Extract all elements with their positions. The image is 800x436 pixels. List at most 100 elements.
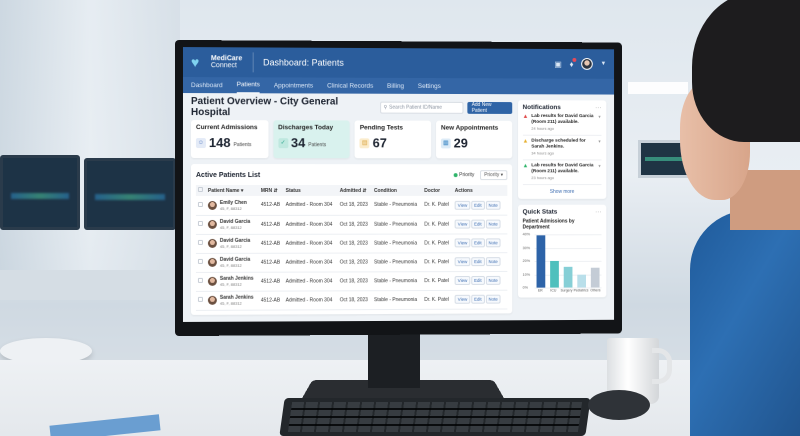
- table-row[interactable]: Sarah Jenkins 45, F, 88312 4512-AB Admit…: [195, 289, 508, 310]
- view-button[interactable]: View: [454, 219, 471, 229]
- col-mrn[interactable]: MRN ⇵: [258, 185, 284, 196]
- row-checkbox[interactable]: [197, 239, 203, 245]
- chevron-down-icon[interactable]: ▼: [597, 114, 602, 120]
- list-title: Active Patients List: [195, 171, 261, 179]
- notification-item[interactable]: ▲ Discharge scheduled for Sarah Jenkins.…: [522, 135, 602, 161]
- col-patient-name[interactable]: Patient Name ▾: [205, 185, 259, 196]
- background-monitor: [0, 155, 80, 230]
- notification-item[interactable]: ▲ Lab results for David Garcia (Room 211…: [522, 160, 602, 186]
- stool: [0, 338, 92, 364]
- chart-title: Patient Admissions by Department: [522, 218, 575, 231]
- stat-pending-tests[interactable]: Pending Tests ▤ 67: [354, 120, 432, 159]
- table-row[interactable]: Sarah Jenkins 45, F, 88312 4512-AB Admit…: [195, 270, 508, 291]
- view-button[interactable]: View: [454, 276, 471, 285]
- stat-discharges-today[interactable]: Discharges Today ✓ 34 Patients: [273, 120, 350, 159]
- show-more-link[interactable]: Show more: [549, 188, 575, 195]
- stat-current-admissions[interactable]: Current Admissions ☺ 148 Patients: [190, 120, 269, 159]
- patient-mrn: 4512-AB: [258, 214, 284, 234]
- patient-status: Admitted - Room 304: [283, 214, 338, 234]
- more-options-icon[interactable]: ···: [595, 208, 602, 216]
- chevron-down-icon[interactable]: ▼: [597, 163, 602, 169]
- notifications-card: Notifications ··· ▲ Lab results for Davi…: [517, 100, 607, 199]
- view-button[interactable]: View: [454, 200, 471, 210]
- patient-admitted: Oct 18, 2023: [337, 214, 373, 234]
- table-row[interactable]: David Garcia 45, F, 88312 4512-AB Admitt…: [195, 214, 508, 234]
- note-button[interactable]: Note: [485, 294, 501, 304]
- chevron-down-icon[interactable]: ▼: [600, 61, 607, 67]
- chart-bar-pediatrics[interactable]: [577, 274, 586, 288]
- chart-bar-surgery[interactable]: [563, 266, 573, 288]
- row-checkbox[interactable]: [197, 220, 203, 226]
- patient-details: 45, F, 88312: [219, 205, 242, 211]
- row-checkbox[interactable]: [197, 296, 203, 302]
- edit-button[interactable]: Edit: [471, 219, 485, 229]
- col-admitted[interactable]: Admitted ⇵: [337, 185, 373, 196]
- edit-button[interactable]: Edit: [471, 294, 485, 304]
- more-options-icon[interactable]: ···: [595, 104, 602, 112]
- patient-mrn: 4512-AB: [258, 252, 284, 272]
- note-button[interactable]: Note: [485, 200, 501, 210]
- chevron-down-icon[interactable]: ▼: [597, 138, 602, 144]
- priority-select[interactable]: Priority ▾: [480, 170, 508, 181]
- patient-name[interactable]: Emily Chen: [219, 199, 247, 206]
- bell-icon[interactable]: ♦: [569, 57, 577, 68]
- table-row[interactable]: David Garcia 45, F, 88312 4512-AB Admitt…: [195, 252, 508, 272]
- note-button[interactable]: Note: [485, 275, 501, 285]
- chart-bar-others[interactable]: [590, 268, 600, 288]
- notifications-title: Notifications: [522, 104, 561, 112]
- background-shelf: [0, 270, 180, 300]
- calendar-icon: ▦: [440, 138, 451, 148]
- user-avatar[interactable]: [581, 58, 593, 70]
- alert-triangle-icon: ▲: [522, 163, 529, 170]
- search-input[interactable]: ⚲ Search Patient ID/Name: [379, 101, 464, 114]
- nav-billing[interactable]: Billing: [387, 82, 405, 90]
- view-button[interactable]: View: [454, 257, 471, 267]
- brand-logo[interactable]: ♥ MediCare Connect: [190, 52, 254, 73]
- edit-button[interactable]: Edit: [471, 238, 485, 248]
- patient-condition: Stable - Pneumonia: [372, 271, 423, 291]
- alert-triangle-icon: ▲: [522, 113, 529, 120]
- table-row[interactable]: David Garcia 45, F, 88312 4512-AB Admitt…: [195, 233, 508, 253]
- row-checkbox[interactable]: [197, 258, 203, 264]
- mug-handle: [652, 348, 672, 384]
- view-button[interactable]: View: [454, 238, 471, 248]
- view-button[interactable]: View: [454, 294, 471, 304]
- select-all-checkbox[interactable]: [197, 187, 203, 192]
- x-axis-label: Surgery: [560, 288, 573, 293]
- keyboard[interactable]: [279, 398, 591, 436]
- patient-details: 45, F, 88312: [219, 300, 242, 306]
- table-row[interactable]: Emily Chen 45, F, 88312 4512-AB Admitted…: [195, 195, 508, 215]
- note-button[interactable]: Note: [485, 257, 501, 267]
- notification-item[interactable]: ▲ Lab results for David Garcia (Room 211…: [522, 111, 602, 136]
- nav-settings[interactable]: Settings: [417, 82, 441, 90]
- patient-status: Admitted - Room 304: [283, 290, 338, 310]
- note-button[interactable]: Note: [485, 238, 501, 248]
- search-icon: ⚲: [383, 104, 388, 111]
- nurse-hair: [692, 0, 800, 142]
- patient-details: 45, F, 88312: [219, 243, 242, 249]
- nav-dashboard[interactable]: Dashboard: [190, 82, 223, 90]
- computer-mouse[interactable]: [588, 390, 650, 420]
- page-title: Patient Overview - City General Hospital: [190, 96, 339, 119]
- note-button[interactable]: Note: [485, 219, 501, 229]
- nav-patients[interactable]: Patients: [236, 81, 260, 94]
- y-tick-label: 30%: [522, 245, 530, 250]
- patient-avatar: [207, 257, 217, 267]
- message-icon[interactable]: ▣: [554, 59, 562, 69]
- chart-bar-icu[interactable]: [549, 260, 559, 288]
- edit-button[interactable]: Edit: [471, 257, 485, 267]
- col-condition[interactable]: Condition: [372, 185, 423, 196]
- nav-appointments[interactable]: Appointments: [273, 82, 314, 90]
- page-heading: Dashboard: Patients: [263, 57, 344, 68]
- edit-button[interactable]: Edit: [471, 275, 485, 285]
- chart-bar-er[interactable]: [536, 235, 546, 288]
- row-checkbox[interactable]: [197, 201, 203, 207]
- notification-time: 23 hours ago: [531, 175, 555, 181]
- row-checkbox[interactable]: [197, 277, 203, 283]
- nav-clinical-records[interactable]: Clinical Records: [326, 82, 374, 90]
- add-new-patient-button[interactable]: Add New Patient: [467, 101, 512, 114]
- edit-button[interactable]: Edit: [471, 200, 485, 210]
- stat-new-appointments[interactable]: New Appointments ▦ 29: [436, 120, 512, 159]
- col-doctor[interactable]: Doctor: [422, 185, 453, 196]
- col-status[interactable]: Status: [283, 185, 338, 196]
